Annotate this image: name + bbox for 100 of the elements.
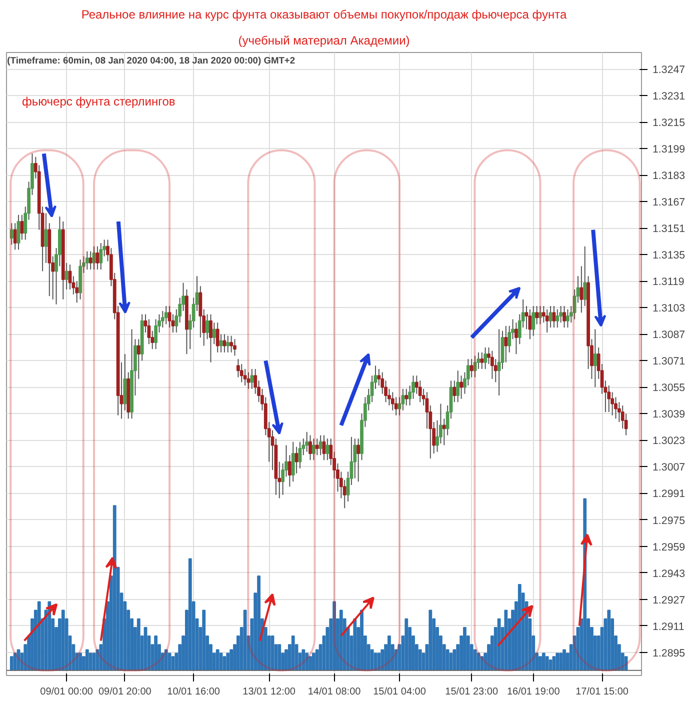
x-tick-label: 14/01 08:00 xyxy=(308,686,362,698)
y-tick-label: 1.3007 xyxy=(652,462,686,474)
y-tick-label: 1.2975 xyxy=(652,514,686,527)
y-tick-label: 1.2911 xyxy=(652,620,684,633)
x-tick-label: 09/01 00:00 xyxy=(40,686,94,698)
candlestick xyxy=(497,328,501,396)
candlestick xyxy=(96,246,100,270)
candlestick xyxy=(85,250,89,270)
y-tick-label: 1.2991 xyxy=(652,488,686,500)
chart-title: Реальное влияние на курс фунта оказывают объемы покупок/продаж фьючерса фунта xyxy=(81,8,567,22)
candlestick xyxy=(460,375,463,400)
candlestick xyxy=(452,380,456,403)
candlestick xyxy=(168,306,172,328)
y-tick-label: 1.2943 xyxy=(652,568,686,580)
x-tick-label: 15/01 04:00 xyxy=(373,686,426,698)
bar xyxy=(542,652,546,671)
bar xyxy=(480,656,484,671)
bar xyxy=(607,610,611,671)
x-tick-label: 10/01 16:00 xyxy=(167,686,220,698)
candlestick xyxy=(318,434,322,456)
candlestick xyxy=(322,434,326,461)
candlestick xyxy=(136,338,140,380)
candlestick xyxy=(216,322,220,353)
x-tick-label: 13/01 12:00 xyxy=(242,686,296,698)
candlestick xyxy=(164,306,168,325)
candlestick xyxy=(230,335,234,353)
candlestick xyxy=(250,368,254,390)
candlestick xyxy=(226,335,230,353)
bar xyxy=(37,601,41,671)
bar xyxy=(164,649,168,671)
candlestick xyxy=(442,418,446,446)
candlestick xyxy=(548,306,552,328)
bar xyxy=(404,618,408,671)
bar xyxy=(556,652,560,671)
candlestick xyxy=(552,306,556,328)
candlestick xyxy=(562,306,566,328)
candlestick xyxy=(559,306,563,324)
y-tick-label: 1.3135 xyxy=(652,250,686,262)
candlestick xyxy=(535,306,539,325)
candlestick xyxy=(490,350,494,380)
bar xyxy=(188,558,192,671)
bar xyxy=(88,652,92,671)
annotation: фьючерс фунта стерлингов xyxy=(22,94,176,108)
bar xyxy=(504,610,508,671)
candlestick xyxy=(514,322,518,355)
bar xyxy=(332,601,336,671)
candlestick xyxy=(222,334,226,353)
bar xyxy=(353,618,357,671)
candlestick xyxy=(504,325,508,363)
candlestick xyxy=(315,438,319,456)
bar xyxy=(624,656,628,671)
y-tick-label: 1.3199 xyxy=(652,144,686,156)
bar xyxy=(226,652,230,671)
bar xyxy=(78,652,82,671)
bar xyxy=(243,610,247,671)
candlestick xyxy=(212,322,216,345)
candlestick xyxy=(147,318,151,345)
y-tick-label: 1.3119 xyxy=(652,276,684,288)
y-tick-label: 1.3087 xyxy=(652,329,686,342)
bar xyxy=(339,610,343,671)
candlestick xyxy=(233,338,236,356)
x-tick-label: 17/01 15:00 xyxy=(576,686,629,698)
candlestick xyxy=(154,318,158,350)
candlestick xyxy=(20,214,24,240)
candlestick xyxy=(593,328,597,388)
candlestick xyxy=(209,314,212,363)
candlestick xyxy=(528,308,532,340)
bar xyxy=(13,652,17,671)
bar xyxy=(388,636,391,671)
bar xyxy=(377,652,381,671)
bar xyxy=(154,636,158,671)
candlestick xyxy=(206,314,209,340)
candlestick xyxy=(538,306,542,325)
annotation: (Timeframe: 60min, 08 Jan 2020 04:00, 18 Jan 2020 00:00) GMT+2 xyxy=(7,56,296,66)
y-tick-label: 1.3231 xyxy=(652,90,686,103)
bar xyxy=(10,656,14,671)
x-tick-label: 09/01 20:00 xyxy=(98,686,152,698)
candlestick xyxy=(312,438,316,461)
candlestick xyxy=(13,222,17,250)
y-tick-label: 1.3023 xyxy=(652,435,686,448)
candlestick xyxy=(219,334,223,353)
bar xyxy=(216,649,220,671)
y-tick-label: 1.2959 xyxy=(652,541,686,554)
bar xyxy=(85,649,89,671)
bar xyxy=(545,656,549,671)
bar xyxy=(559,652,563,671)
y-tick-label: 1.3183 xyxy=(652,170,686,182)
y-tick-label: 1.3167 xyxy=(652,196,686,209)
y-tick-label: 1.2895 xyxy=(652,647,686,660)
candlestick xyxy=(294,446,298,474)
bar xyxy=(305,652,309,671)
bar xyxy=(257,575,260,671)
candlestick xyxy=(545,308,549,334)
bar xyxy=(312,652,316,671)
candlestick xyxy=(470,358,474,378)
x-tick-label: 16/01 19:00 xyxy=(506,686,560,698)
candlestick xyxy=(64,262,68,290)
candlestick xyxy=(326,438,330,461)
candlestick xyxy=(236,358,240,378)
candlestick xyxy=(356,438,360,482)
